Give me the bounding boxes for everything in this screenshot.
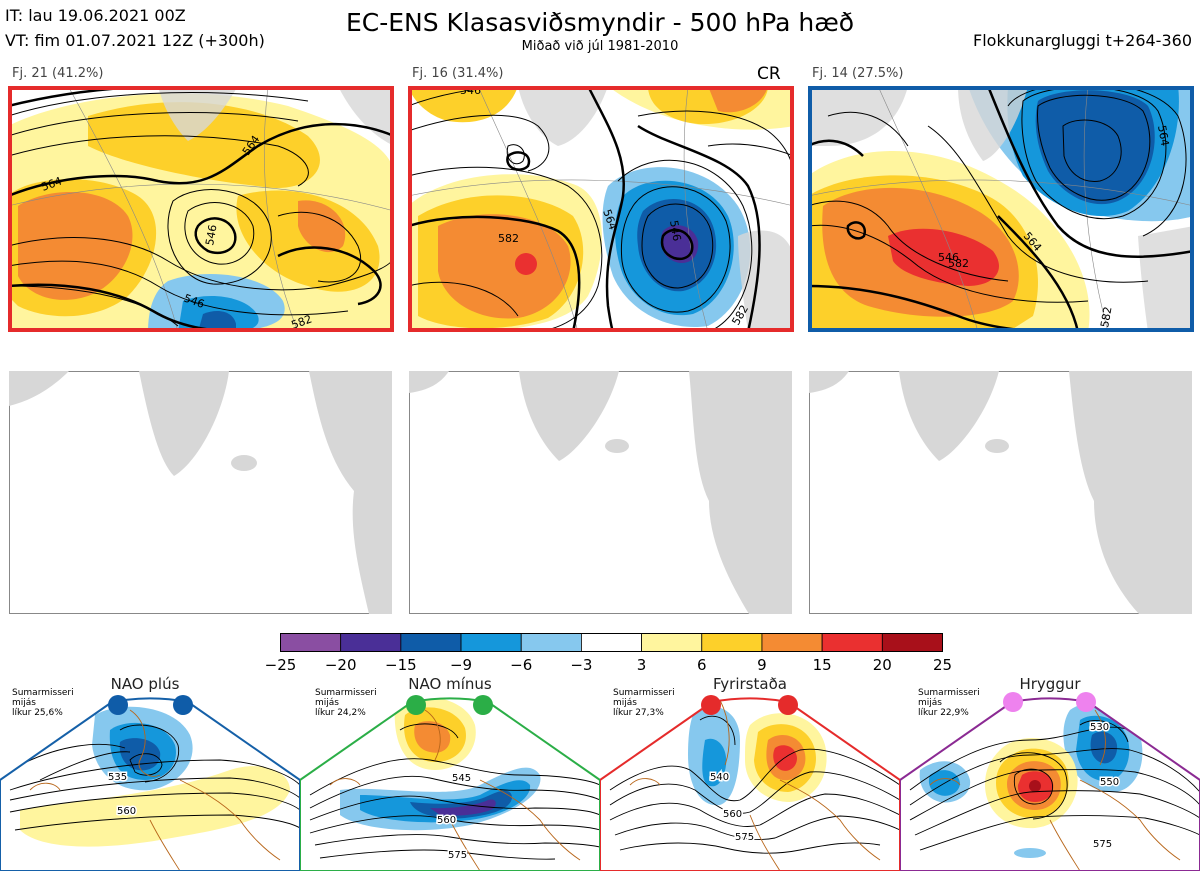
colorbar-tick-label: 3 xyxy=(636,656,647,674)
colorbar-tick-label: −9 xyxy=(449,656,473,674)
contour-label: 545 xyxy=(452,773,471,784)
colorbar-tick-label: −15 xyxy=(385,656,417,674)
regime-dot xyxy=(778,695,798,715)
colorbar-tick-label: −20 xyxy=(324,656,357,674)
colorbar-swatch xyxy=(400,633,462,652)
colorbar-swatch xyxy=(761,633,823,652)
regime-title-2: NAO mínus xyxy=(408,675,492,693)
colorbar-swatch xyxy=(821,633,883,652)
panel-frame xyxy=(808,86,1194,332)
contour-label: 560 xyxy=(723,809,742,820)
colorbar-swatch xyxy=(280,633,342,652)
colorbar-swatch xyxy=(520,633,582,652)
colorbar-tick-label: −25 xyxy=(264,656,297,674)
colorbar-tick-label: −3 xyxy=(570,656,593,674)
colorbar-tick-label: 9 xyxy=(757,656,767,674)
contour-label: 582 xyxy=(1098,306,1114,329)
regime-label-1: Sumarmisseri mijás líkur 25,6% xyxy=(12,688,74,718)
regime-dot xyxy=(173,695,193,715)
panel-label-1: Fj. 21 (41.2%) xyxy=(12,66,104,81)
regime-dot xyxy=(1076,692,1096,712)
colorbar-tick-label: 6 xyxy=(696,656,707,674)
panel-label-2: Fj. 16 (31.4%) xyxy=(412,66,504,81)
empty-map-2 xyxy=(409,371,792,614)
regime-dot xyxy=(406,695,426,715)
empty-map-1 xyxy=(9,371,392,614)
contour-label: 530 xyxy=(1090,722,1109,733)
contour-label: 546 xyxy=(460,86,481,97)
regime-dot xyxy=(473,695,493,715)
contour-label: 560 xyxy=(437,815,456,826)
colorbar-tick-label: 20 xyxy=(872,656,892,674)
regime-dot xyxy=(108,695,128,715)
colorbar-swatch xyxy=(581,633,642,652)
regime-label-3: Sumarmisseri mijás líkur 27,3% xyxy=(613,688,675,718)
panel-badge-cr: CR xyxy=(757,64,781,84)
colorbar-swatch xyxy=(460,633,522,652)
contour-label: 575 xyxy=(735,832,754,843)
cluster-map-1: 546 564 564 582 546 xyxy=(8,86,394,332)
empty-map-3 xyxy=(809,371,1192,614)
contour-label: 546 xyxy=(938,251,959,264)
panel-label-3: Fj. 14 (27.5%) xyxy=(812,66,904,81)
regime-title-3: Fyrirstaða xyxy=(713,675,787,693)
colorbar-tick-label: 15 xyxy=(812,656,832,674)
contour-label: 582 xyxy=(498,232,519,245)
regime-dot xyxy=(701,695,721,715)
colorbar-tick-label: −6 xyxy=(510,656,533,674)
contour-label: 564 xyxy=(1155,124,1171,147)
contour-label: 575 xyxy=(1093,839,1112,850)
cluster-map-2: 546 564 582 546 582 xyxy=(408,86,794,332)
regime-map-nao-plus: 535 560 xyxy=(0,695,300,871)
colorbar-tick-label: 25 xyxy=(932,656,953,674)
colorbar-swatch xyxy=(881,633,943,652)
colorbar xyxy=(280,633,943,652)
contour-label: 540 xyxy=(710,772,729,783)
colorbar-swatch xyxy=(340,633,402,652)
classification-window: Flokkunargluggi t+264-360 xyxy=(973,31,1192,50)
contour-label: 546 xyxy=(203,224,219,247)
colorbar-swatch xyxy=(701,633,763,652)
contour-label: 560 xyxy=(117,806,136,817)
page-title: EC-ENS Klasasviðsmyndir - 500 hPa hæð xyxy=(345,8,855,37)
regime-map-nao-minus: 545 560 575 xyxy=(300,695,600,871)
page-subtitle: Miðað við júl 1981-2010 xyxy=(521,39,679,54)
contour-label: 546 xyxy=(667,219,683,242)
regime-title-1: NAO plús xyxy=(110,675,180,693)
regime-label-4: Sumarmisseri mijás líkur 22,9% xyxy=(918,688,980,718)
initial-time: IT: lau 19.06.2021 00Z xyxy=(5,6,186,25)
colorbar-swatch xyxy=(641,633,703,652)
cluster-map-3: 546 564 564 582 582 xyxy=(808,86,1194,332)
valid-time: VT: fim 01.07.2021 12Z (+300h) xyxy=(5,31,265,50)
contour-label: 582 xyxy=(948,257,969,270)
colorbar-border xyxy=(280,633,943,652)
regime-dot xyxy=(1003,692,1023,712)
regime-map-hryggur: 530 550 575 xyxy=(900,692,1200,871)
regime-map-fyrirstada: 540 560 575 xyxy=(600,695,900,871)
panel-frame xyxy=(8,86,394,332)
contour-label: 535 xyxy=(108,772,127,783)
contour-label: 575 xyxy=(448,850,467,861)
panel-frame xyxy=(408,86,794,332)
regime-title-4: Hryggur xyxy=(1019,675,1081,693)
contour-label: 550 xyxy=(1100,777,1119,788)
regime-label-2: Sumarmisseri mijás líkur 24,2% xyxy=(315,688,377,718)
